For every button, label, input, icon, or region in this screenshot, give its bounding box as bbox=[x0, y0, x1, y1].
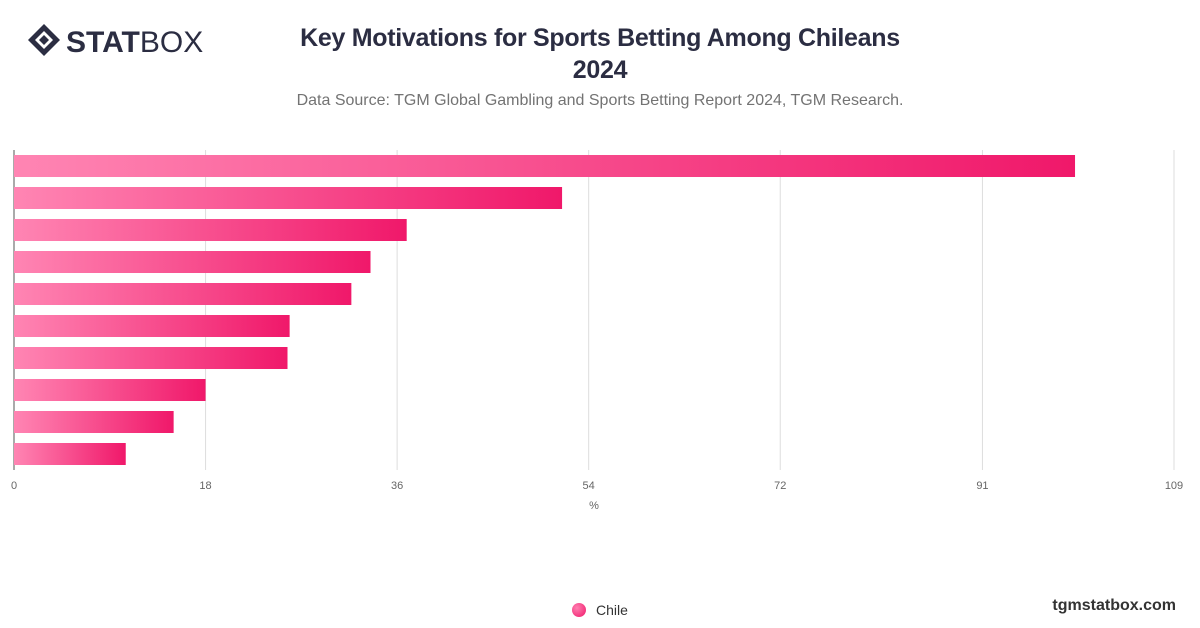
chart-subtitle: Data Source: TGM Global Gambling and Spo… bbox=[296, 92, 904, 109]
bar-chile-8[interactable] bbox=[14, 379, 206, 401]
x-tick-label: 18 bbox=[199, 480, 211, 492]
svg-text:STATBOX: STATBOX bbox=[66, 26, 203, 59]
site-url[interactable]: tgmstatbox.com bbox=[1052, 597, 1176, 614]
legend-swatch-icon bbox=[572, 603, 586, 617]
legend-label-chile: Chile bbox=[596, 602, 628, 618]
bars bbox=[14, 155, 1076, 465]
x-axis-label: % bbox=[589, 500, 599, 512]
grid-lines bbox=[13, 150, 1175, 470]
title-line-1: Key Motivations for Sports Betting Among… bbox=[300, 24, 900, 52]
bar-chile-7[interactable] bbox=[14, 347, 288, 369]
bar-chile-9[interactable] bbox=[14, 411, 174, 433]
x-tick-label: 54 bbox=[583, 480, 595, 492]
bar-chile-10[interactable] bbox=[14, 443, 126, 465]
bar-chile-1[interactable] bbox=[14, 155, 1076, 177]
title-line-2: 2024 bbox=[572, 56, 628, 84]
logo-text-bold: STAT bbox=[66, 26, 140, 59]
x-axis-ticks: 0 18 36 54 72 91 109 bbox=[11, 480, 1183, 492]
chart-title: Key Motivations for Sports Betting Among… bbox=[250, 22, 950, 86]
x-tick-label: 72 bbox=[774, 480, 786, 492]
x-tick-label: 0 bbox=[11, 480, 17, 492]
bar-chile-6[interactable] bbox=[14, 315, 290, 337]
statbox-logo: STATBOX bbox=[28, 24, 203, 59]
bar-chile-5[interactable] bbox=[14, 283, 352, 305]
logo-text-light: BOX bbox=[140, 26, 203, 59]
x-tick-label: 36 bbox=[391, 480, 403, 492]
x-tick-label: 91 bbox=[976, 480, 988, 492]
bar-chile-4[interactable] bbox=[14, 251, 371, 273]
x-tick-label: 109 bbox=[1165, 480, 1183, 492]
bar-chile-2[interactable] bbox=[14, 187, 563, 209]
statbox-diamond-icon bbox=[28, 24, 60, 56]
bar-chile-3[interactable] bbox=[14, 219, 407, 241]
legend[interactable]: Chile bbox=[572, 602, 628, 618]
